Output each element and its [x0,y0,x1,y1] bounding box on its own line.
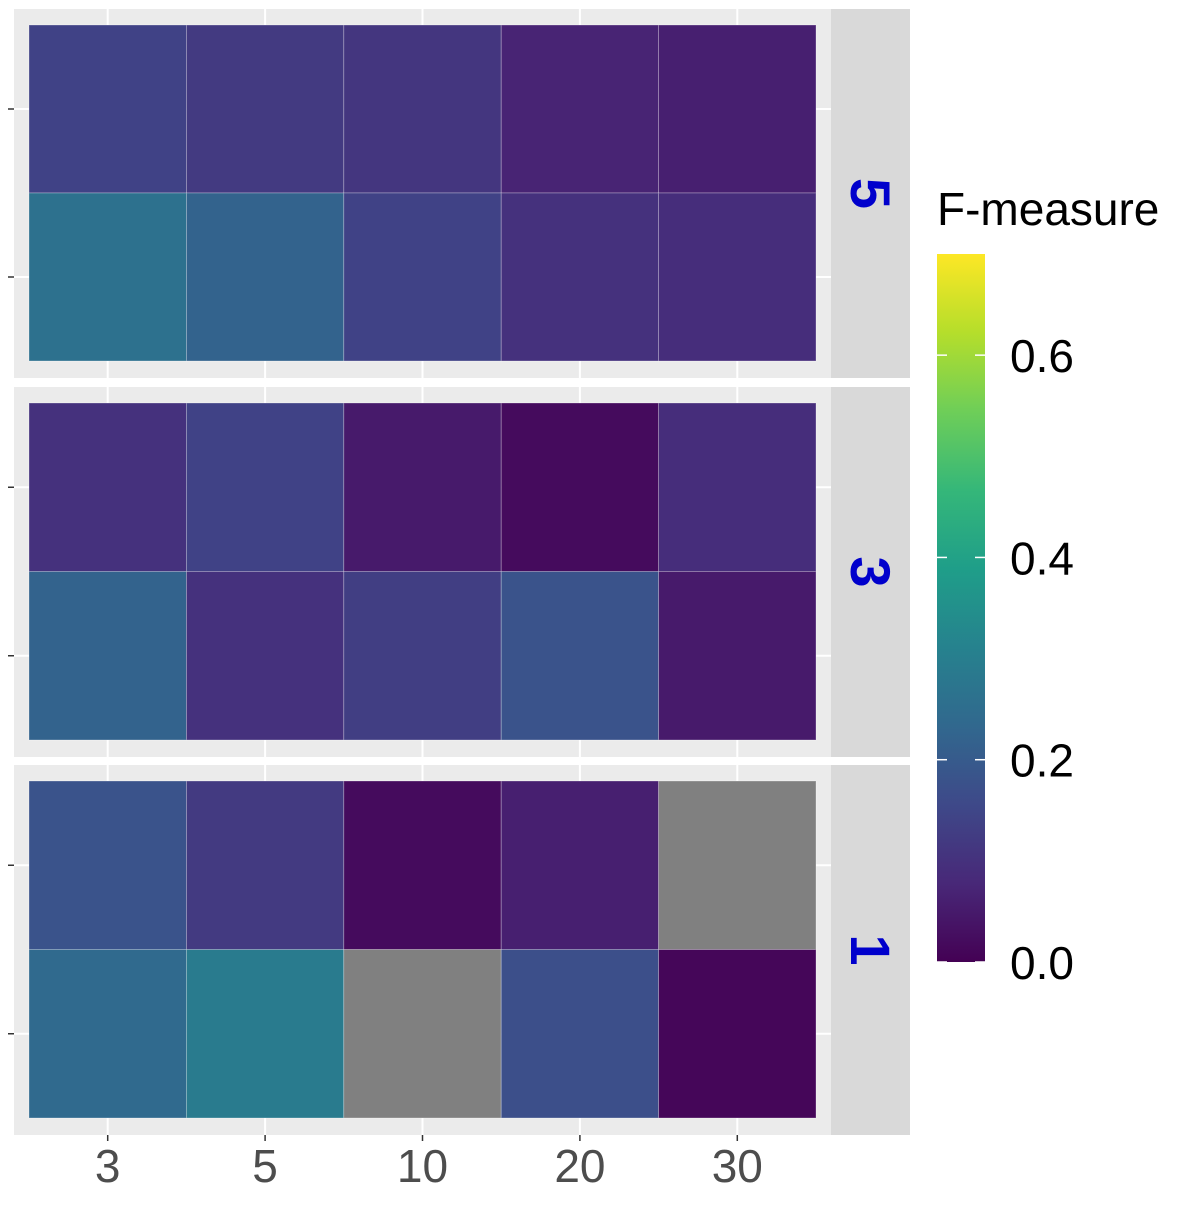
legend-colorbar [937,254,985,962]
facet-strip [831,9,910,378]
heatmap-tile [185,24,345,194]
x-tick-label: 3 [95,1140,121,1192]
heatmap-tile [185,571,345,741]
heatmap-tile [28,780,187,950]
x-tick-label: 30 [712,1140,763,1192]
heatmap-tile [658,24,817,194]
x-tick-label: 20 [554,1140,605,1192]
heatmap-tile [28,24,187,194]
heatmap-tile [658,192,817,362]
heatmap-tile [343,24,502,194]
x-tick-label: 10 [397,1140,448,1192]
heatmap-tile [185,402,345,572]
heatmap-tile [28,192,187,362]
facet-strip [831,765,910,1135]
heatmap-tile [658,780,817,950]
heatmap-tile [500,949,660,1119]
heatmap-tile [500,571,660,741]
heatmap-tile [343,780,502,950]
legend-title: F-measure [937,183,1159,235]
heatmap-tile [658,402,817,572]
legend-tick-label: 0.6 [1010,330,1074,382]
heatmap-tile [658,949,817,1119]
legend-tick-label: 0.4 [1010,532,1074,584]
heatmap-tile [658,571,817,741]
heatmap-tile [500,402,660,572]
facet-strip-label: 1 [839,934,902,965]
legend-tick-label: 0.0 [1010,937,1074,989]
heatmap-tile [28,571,187,741]
heatmap-tile [500,24,660,194]
heatmap-tile [343,949,502,1119]
facet-strip [831,387,910,757]
heatmap-tile [500,780,660,950]
heatmap-tile [343,192,502,362]
heatmap-tile [343,571,502,741]
heatmap-tile [500,192,660,362]
heatmap-tile [28,402,187,572]
x-tick-label: 5 [252,1140,278,1192]
heatmap-tile [185,949,345,1119]
heatmap-tile [28,949,187,1119]
legend-tick-label: 0.2 [1010,735,1074,787]
heatmap-tile [185,780,345,950]
heatmap-tile [185,192,345,362]
facet-strip-label: 5 [839,178,902,209]
facet-strip-label: 3 [839,556,902,587]
heatmap-tile [343,402,502,572]
